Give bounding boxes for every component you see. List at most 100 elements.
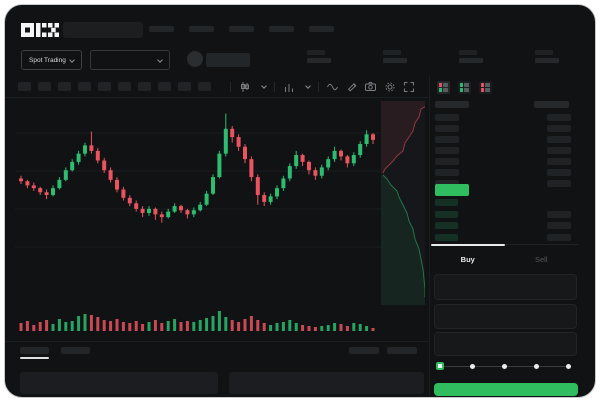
combined-book-icon[interactable] [437, 81, 450, 94]
market-mode-dropdown[interactable]: Spot Trading [21, 50, 82, 70]
bid-price-placeholder[interactable] [435, 199, 458, 206]
bids-only-book-icon[interactable] [458, 81, 471, 94]
candlestick-chart [15, 101, 425, 331]
timeframe-button[interactable] [178, 82, 191, 91]
nav-item[interactable] [309, 26, 334, 32]
candle-body [262, 195, 267, 202]
timeframe-button[interactable] [58, 82, 71, 91]
bottom-panel [20, 372, 218, 394]
bottom-tabs [20, 347, 90, 359]
tab-sell[interactable]: Sell [505, 245, 579, 274]
divider [5, 97, 429, 98]
candle-body [339, 150, 343, 157]
bid-amount-placeholder [547, 233, 571, 241]
book-icon-row [439, 85, 448, 88]
book-icon-row [481, 89, 490, 92]
ask-amount-placeholder [547, 147, 571, 154]
volume-bar [371, 328, 375, 331]
order-field-1[interactable] [434, 274, 577, 300]
orderbook-price-header-placeholder [435, 101, 469, 108]
slider-stop[interactable] [566, 364, 571, 369]
bottom-tab[interactable] [20, 347, 49, 359]
book-icon-color [439, 83, 442, 85]
pair-selector-dropdown[interactable] [90, 50, 170, 70]
bottom-tab[interactable] [61, 347, 90, 354]
order-field-2[interactable] [434, 304, 577, 329]
chart-tools [230, 81, 414, 92]
settings-icon[interactable] [384, 81, 395, 92]
ask-price-placeholder[interactable] [435, 158, 459, 165]
volume-bar [19, 323, 23, 331]
ask-price-placeholder[interactable] [435, 136, 459, 143]
timeframe-button[interactable] [198, 82, 211, 91]
volume-bar [121, 322, 125, 331]
chevron-down-icon[interactable] [261, 83, 267, 89]
ask-price-placeholder[interactable] [435, 180, 459, 187]
timeframe-button[interactable] [158, 82, 171, 91]
draw-icon[interactable] [346, 81, 357, 92]
candle-body [275, 188, 279, 197]
candle-body [159, 214, 164, 218]
bid-price-placeholder[interactable] [435, 210, 458, 218]
candle-body [121, 189, 126, 198]
volume-bar [64, 322, 68, 331]
camera-icon[interactable] [365, 81, 376, 92]
tab-label: Sell [534, 255, 548, 264]
timeframe-button[interactable] [98, 82, 111, 91]
volume-bar [237, 322, 241, 331]
volume-bar [32, 325, 36, 331]
volume-bar [262, 323, 266, 331]
ask-price-placeholder[interactable] [435, 114, 459, 121]
orderbook-view-toggles [437, 81, 492, 94]
nav-item[interactable] [269, 26, 294, 32]
timeframe-button[interactable] [138, 82, 151, 91]
timeframe-button[interactable] [118, 82, 131, 91]
ask-price-placeholder[interactable] [435, 169, 459, 176]
chevron-down-icon[interactable] [305, 83, 311, 89]
book-icon-color [481, 87, 484, 90]
bottom-action[interactable] [387, 347, 417, 354]
timeframe-button[interactable] [18, 82, 31, 91]
nav-item[interactable] [229, 26, 254, 32]
book-icon-line [464, 89, 469, 92]
buy-submit-button[interactable] [434, 383, 578, 396]
search-input[interactable] [63, 22, 143, 38]
volume-bar [166, 321, 170, 331]
slider-handle[interactable] [436, 362, 444, 370]
market-mode-label: Spot Trading [29, 56, 66, 64]
volume-bar [288, 320, 292, 331]
bid-price-placeholder[interactable] [435, 233, 458, 241]
slider-stop[interactable] [502, 364, 507, 369]
bottom-action[interactable] [349, 347, 379, 354]
tab-buy[interactable]: Buy [431, 244, 505, 274]
bottom-panel [229, 372, 424, 394]
line-tool-icon[interactable] [327, 81, 338, 92]
volume-bar [45, 320, 49, 331]
chart-type-icon[interactable] [239, 81, 250, 92]
volume-bar [301, 325, 305, 331]
timeframe-button[interactable] [38, 82, 51, 91]
slider-stop[interactable] [470, 364, 475, 369]
nav-item[interactable] [149, 26, 174, 32]
timeframe-button[interactable] [78, 82, 91, 91]
slider-stop[interactable] [534, 364, 539, 369]
candle-body [134, 203, 139, 209]
stat-value-placeholder [383, 58, 407, 63]
fullscreen-icon[interactable] [403, 81, 414, 92]
order-field-3[interactable] [434, 332, 577, 356]
candle-body [31, 185, 36, 189]
candle-body [307, 161, 311, 171]
ticker-stat [307, 50, 331, 63]
candle-body [89, 145, 94, 151]
amount-slider[interactable] [434, 362, 577, 372]
ask-price-placeholder[interactable] [435, 125, 459, 132]
bid-price-placeholder[interactable] [435, 222, 458, 229]
volume-bar [205, 318, 209, 331]
ask-price-placeholder[interactable] [435, 147, 459, 154]
indicators-icon[interactable] [283, 81, 294, 92]
asks-only-book-icon[interactable] [479, 81, 492, 94]
candle-body [287, 166, 292, 179]
candle-body [358, 143, 363, 156]
nav-item[interactable] [189, 26, 214, 32]
candle-body [63, 170, 68, 180]
